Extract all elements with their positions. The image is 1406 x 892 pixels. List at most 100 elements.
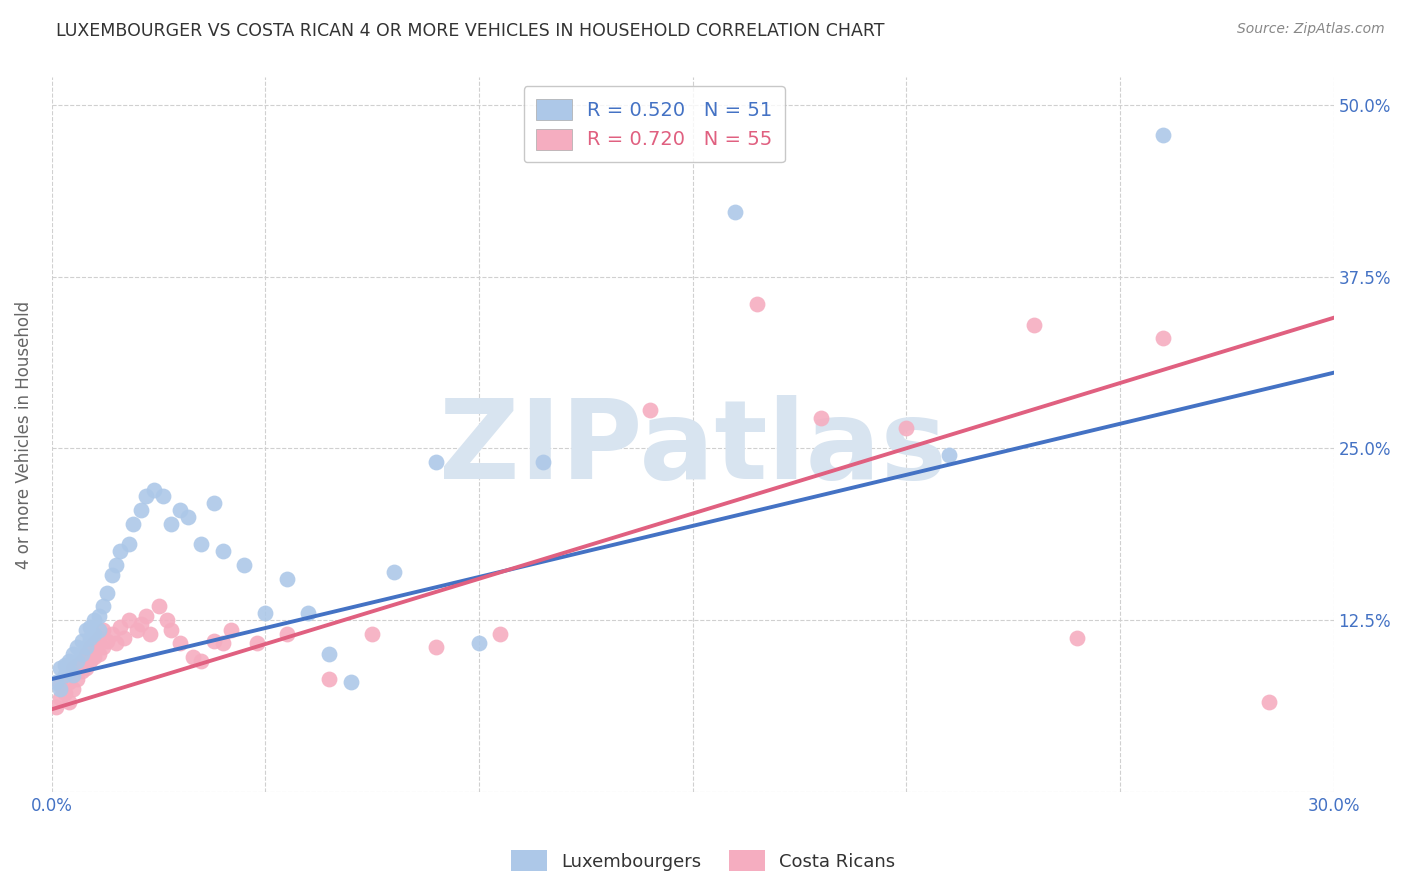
Point bbox=[87, 648, 110, 662]
Point bbox=[1066, 631, 1088, 645]
Point bbox=[489, 626, 512, 640]
Point bbox=[104, 558, 127, 572]
Point bbox=[810, 411, 832, 425]
Point bbox=[87, 623, 110, 637]
Point bbox=[1152, 128, 1174, 142]
Point bbox=[100, 567, 122, 582]
Point bbox=[108, 544, 131, 558]
Point bbox=[211, 636, 233, 650]
Point bbox=[91, 599, 114, 614]
Point bbox=[122, 516, 145, 531]
Point bbox=[58, 695, 80, 709]
Point bbox=[233, 558, 256, 572]
Point bbox=[638, 402, 661, 417]
Point bbox=[202, 496, 225, 510]
Text: ZIPatlas: ZIPatlas bbox=[439, 395, 946, 502]
Point bbox=[62, 681, 84, 696]
Point bbox=[96, 585, 118, 599]
Point bbox=[58, 654, 80, 668]
Point bbox=[724, 205, 747, 219]
Point bbox=[276, 572, 298, 586]
Point bbox=[70, 654, 93, 668]
Point bbox=[169, 503, 191, 517]
Point bbox=[190, 537, 212, 551]
Point bbox=[1258, 695, 1281, 709]
Point bbox=[276, 626, 298, 640]
Point bbox=[139, 626, 162, 640]
Point bbox=[131, 503, 153, 517]
Point bbox=[83, 636, 105, 650]
Point bbox=[127, 623, 149, 637]
Point bbox=[58, 664, 80, 678]
Point bbox=[45, 674, 67, 689]
Point bbox=[382, 565, 405, 579]
Point bbox=[169, 636, 191, 650]
Point bbox=[75, 661, 97, 675]
Point bbox=[53, 686, 76, 700]
Point bbox=[100, 626, 122, 640]
Point bbox=[62, 668, 84, 682]
Point bbox=[70, 664, 93, 678]
Point bbox=[118, 537, 141, 551]
Point bbox=[143, 483, 166, 497]
Point bbox=[66, 654, 89, 668]
Point bbox=[1024, 318, 1046, 332]
Point bbox=[79, 631, 101, 645]
Point bbox=[70, 648, 93, 662]
Text: Source: ZipAtlas.com: Source: ZipAtlas.com bbox=[1237, 22, 1385, 37]
Point bbox=[340, 674, 363, 689]
Y-axis label: 4 or more Vehicles in Household: 4 or more Vehicles in Household bbox=[15, 301, 32, 568]
Point bbox=[66, 658, 89, 673]
Point bbox=[53, 668, 76, 682]
Point bbox=[118, 613, 141, 627]
Point bbox=[425, 455, 447, 469]
Point bbox=[83, 613, 105, 627]
Point bbox=[425, 640, 447, 655]
Point bbox=[53, 658, 76, 673]
Point bbox=[58, 674, 80, 689]
Point bbox=[49, 677, 72, 691]
Point bbox=[152, 489, 174, 503]
Point bbox=[112, 631, 135, 645]
Point bbox=[79, 640, 101, 655]
Point bbox=[361, 626, 384, 640]
Point bbox=[160, 623, 183, 637]
Point bbox=[79, 620, 101, 634]
Point bbox=[1152, 331, 1174, 345]
Legend: R = 0.520   N = 51, R = 0.720   N = 55: R = 0.520 N = 51, R = 0.720 N = 55 bbox=[523, 87, 785, 162]
Point bbox=[219, 623, 242, 637]
Point bbox=[62, 648, 84, 662]
Text: LUXEMBOURGER VS COSTA RICAN 4 OR MORE VEHICLES IN HOUSEHOLD CORRELATION CHART: LUXEMBOURGER VS COSTA RICAN 4 OR MORE VE… bbox=[56, 22, 884, 40]
Point bbox=[246, 636, 269, 650]
Point bbox=[135, 608, 157, 623]
Point bbox=[938, 448, 960, 462]
Point bbox=[131, 617, 153, 632]
Point bbox=[66, 640, 89, 655]
Point bbox=[91, 623, 114, 637]
Point bbox=[87, 631, 110, 645]
Point bbox=[45, 699, 67, 714]
Point bbox=[75, 623, 97, 637]
Point bbox=[91, 640, 114, 655]
Point bbox=[75, 648, 97, 662]
Point bbox=[160, 516, 183, 531]
Point bbox=[104, 636, 127, 650]
Point bbox=[896, 420, 918, 434]
Point bbox=[318, 672, 340, 686]
Point bbox=[62, 661, 84, 675]
Point bbox=[531, 455, 554, 469]
Point bbox=[468, 636, 491, 650]
Point bbox=[83, 650, 105, 665]
Point bbox=[318, 648, 340, 662]
Legend: Luxembourgers, Costa Ricans: Luxembourgers, Costa Ricans bbox=[503, 843, 903, 879]
Point bbox=[156, 613, 179, 627]
Point bbox=[49, 661, 72, 675]
Point bbox=[49, 691, 72, 706]
Point bbox=[211, 544, 233, 558]
Point bbox=[70, 633, 93, 648]
Point bbox=[202, 633, 225, 648]
Point bbox=[96, 633, 118, 648]
Point bbox=[190, 654, 212, 668]
Point bbox=[135, 489, 157, 503]
Point bbox=[181, 650, 204, 665]
